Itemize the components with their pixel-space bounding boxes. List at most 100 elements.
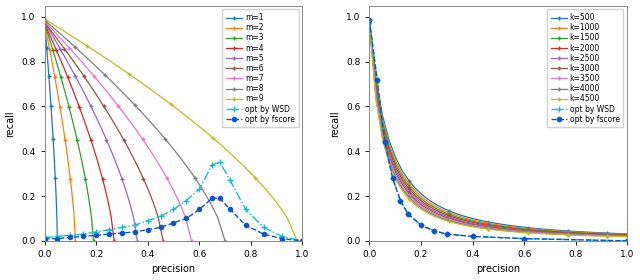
m=3 <box>71 130 79 133</box>
Line: k=4000: k=4000 <box>367 21 630 239</box>
k=3000 <box>504 228 512 231</box>
k=500 <box>524 226 532 229</box>
opt by fscore <box>105 232 113 236</box>
m=3 <box>59 83 67 86</box>
k=3500 <box>557 232 565 235</box>
m=5 <box>122 188 129 192</box>
opt by WSD <box>144 219 152 222</box>
opt by fscore <box>118 231 125 235</box>
m=9 <box>230 155 238 158</box>
k=2500 <box>557 231 565 235</box>
k=500 <box>498 223 506 226</box>
k=500 <box>511 225 518 228</box>
m=9 <box>93 51 101 54</box>
k=4500 <box>623 235 631 238</box>
k=3500 <box>550 232 558 235</box>
opt by fscore <box>216 197 224 200</box>
k=500 <box>538 227 545 231</box>
opt by fscore <box>41 237 49 240</box>
k=1500 <box>617 233 625 236</box>
k=4000 <box>445 219 452 222</box>
opt by WSD <box>41 236 49 239</box>
m=6 <box>80 75 88 78</box>
k=500 <box>610 232 618 235</box>
X-axis label: precision: precision <box>152 264 195 274</box>
k=2500 <box>425 206 433 210</box>
k=500 <box>577 230 585 234</box>
k=1500 <box>372 83 380 87</box>
m=8 <box>63 38 71 41</box>
k=500 <box>451 212 459 215</box>
k=3000 <box>623 234 631 238</box>
k=2500 <box>419 202 426 205</box>
m=3 <box>53 61 61 65</box>
k=1000 <box>392 160 399 163</box>
Line: m=3: m=3 <box>42 21 96 243</box>
k=4500 <box>425 212 433 215</box>
k=3000 <box>511 228 518 232</box>
k=4000 <box>438 217 446 220</box>
k=4000 <box>465 224 472 227</box>
k=2000 <box>419 200 426 203</box>
opt by fscore <box>397 199 404 202</box>
k=4500 <box>518 231 525 234</box>
m=9 <box>167 102 175 106</box>
m=9 <box>115 65 122 68</box>
m=5 <box>134 239 141 242</box>
k=2000 <box>392 166 399 169</box>
k=1000 <box>365 19 373 22</box>
k=3500 <box>524 230 532 234</box>
k=2000 <box>531 229 538 232</box>
m=7 <box>59 39 67 43</box>
k=2500 <box>623 234 631 237</box>
m=6 <box>110 121 118 124</box>
k=1500 <box>557 230 565 234</box>
m=1 <box>41 20 49 23</box>
k=1500 <box>478 221 486 225</box>
k=1500 <box>584 232 591 235</box>
m=1 <box>45 81 53 85</box>
m=2 <box>42 28 50 32</box>
k=2000 <box>431 208 439 212</box>
k=1000 <box>604 232 611 235</box>
m=7 <box>139 137 147 141</box>
opt by fscore <box>195 208 203 211</box>
k=4000 <box>365 22 373 25</box>
k=2000 <box>550 230 558 234</box>
opt by fscore <box>278 237 285 240</box>
k=500 <box>623 232 631 235</box>
m=7 <box>90 74 97 77</box>
m=5 <box>41 21 49 24</box>
m=1 <box>47 96 54 100</box>
m=8 <box>161 137 169 140</box>
m=1 <box>54 239 61 242</box>
m=5 <box>52 40 60 44</box>
k=3500 <box>445 218 452 221</box>
k=2000 <box>570 232 578 235</box>
m=8 <box>108 80 116 84</box>
m=2 <box>69 201 77 204</box>
m=4 <box>41 22 49 25</box>
k=4500 <box>524 231 532 235</box>
k=2500 <box>471 222 479 226</box>
k=1500 <box>550 230 558 233</box>
m=3 <box>79 167 87 170</box>
m=4 <box>44 28 51 32</box>
k=3500 <box>372 94 380 97</box>
m=3 <box>45 35 52 38</box>
k=1000 <box>412 190 419 193</box>
k=4000 <box>538 232 545 235</box>
Line: k=3500: k=3500 <box>367 21 630 239</box>
m=6 <box>90 89 98 93</box>
k=1500 <box>412 192 419 195</box>
Line: m=1: m=1 <box>42 19 60 243</box>
k=3000 <box>604 234 611 237</box>
Line: k=2000: k=2000 <box>367 19 630 238</box>
k=3500 <box>399 185 406 189</box>
k=500 <box>431 202 439 206</box>
opt by WSD <box>520 237 528 240</box>
m=5 <box>118 177 125 180</box>
m=4 <box>47 35 54 38</box>
k=3000 <box>544 231 552 234</box>
k=4000 <box>385 160 393 164</box>
